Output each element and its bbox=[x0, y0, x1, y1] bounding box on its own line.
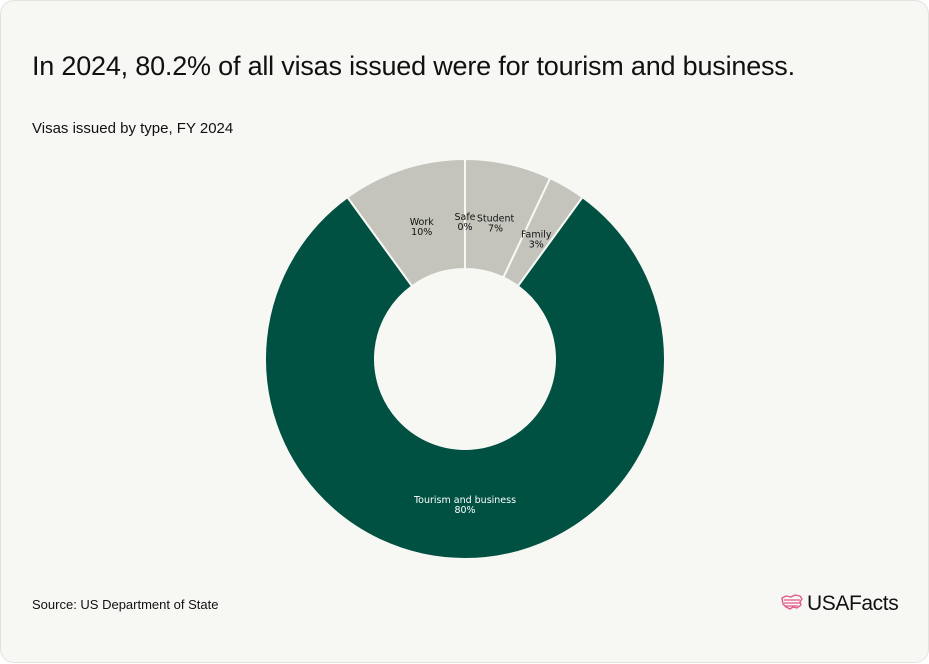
brand-logo[interactable]: USAFacts bbox=[781, 592, 899, 616]
slice-value-label: 80% bbox=[454, 505, 475, 516]
slice-value-label: 3% bbox=[529, 239, 544, 250]
slice-value-label: 7% bbox=[488, 223, 503, 234]
slice-name-label: Tourism and business bbox=[413, 495, 516, 506]
us-map-flag-icon bbox=[781, 593, 803, 615]
brand-name: USAFacts bbox=[807, 592, 899, 615]
slice-value-label: 0% bbox=[457, 222, 472, 233]
source-note: Source: US Department of State bbox=[32, 597, 219, 612]
chart-title: In 2024, 80.2% of all visas issued were … bbox=[32, 51, 795, 81]
chart-subtitle: Visas issued by type, FY 2024 bbox=[32, 120, 234, 137]
slice-name-label: Safe bbox=[454, 212, 475, 223]
donut-slices bbox=[264, 157, 666, 561]
slice-name-label: Student bbox=[477, 213, 515, 224]
slice-value-label: 10% bbox=[411, 227, 432, 238]
slice-name-label: Work bbox=[410, 217, 435, 228]
slice-tourism-and-business[interactable] bbox=[264, 195, 666, 561]
slice-name-label: Family bbox=[521, 229, 552, 240]
slice-work[interactable] bbox=[346, 157, 466, 288]
